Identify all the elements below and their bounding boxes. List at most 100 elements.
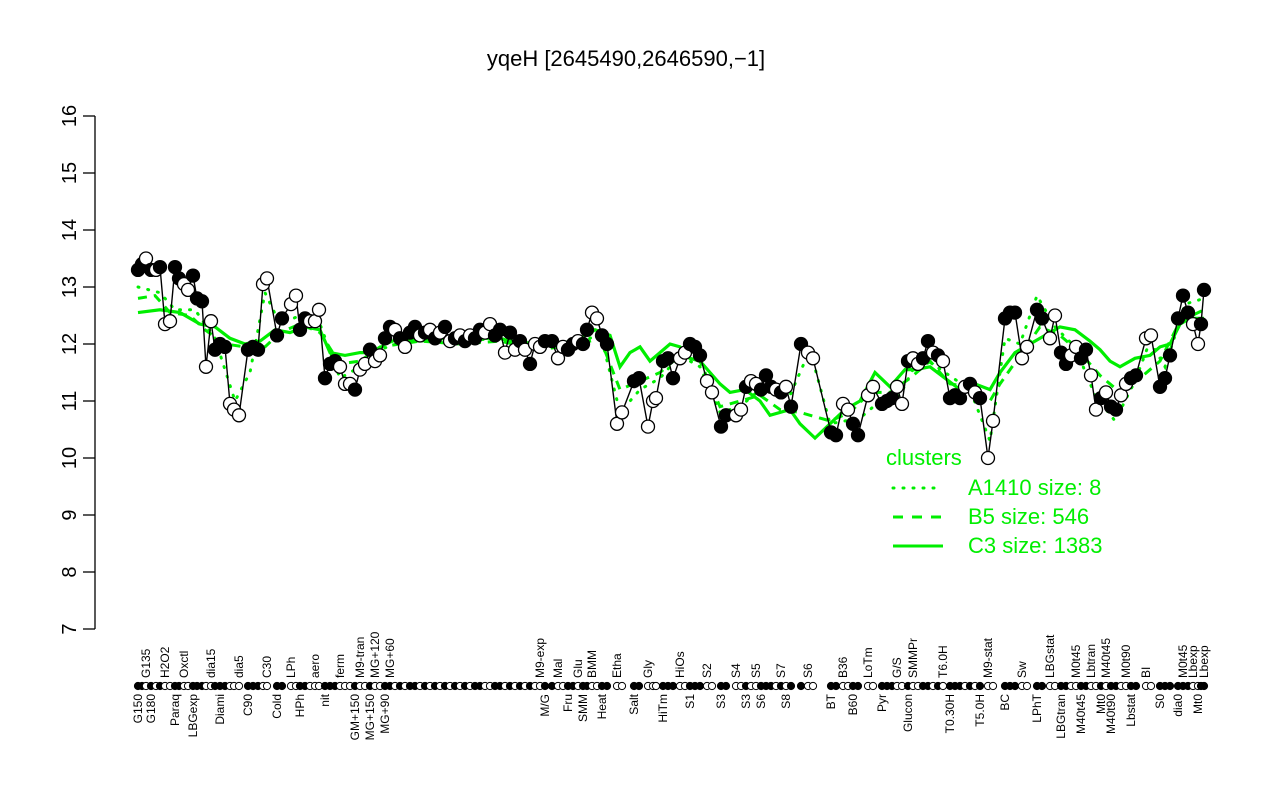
x-marker	[938, 681, 948, 691]
data-point	[589, 311, 605, 326]
x-marker	[1022, 681, 1032, 691]
x-tick-label: S8	[779, 694, 793, 709]
x-tick-label: aero	[308, 654, 322, 678]
data-point	[935, 353, 951, 369]
data-point	[1042, 331, 1058, 346]
data-point	[180, 282, 196, 298]
data-point	[194, 294, 210, 309]
y-tick-label: 15	[59, 162, 81, 184]
data-point	[311, 302, 327, 317]
x-tick-label: C90	[241, 694, 255, 716]
x-marker	[853, 681, 863, 691]
x-tick-label: Pyr	[875, 694, 889, 712]
x-tick-label: Sw	[1015, 661, 1029, 678]
x-tick-label: dia15	[204, 648, 218, 678]
y-tick-label: 12	[59, 333, 81, 355]
x-tick-label: T0.30H	[943, 694, 957, 733]
x-tick-label: Lbexp	[1186, 645, 1200, 678]
data-point	[1098, 385, 1114, 400]
y-tick-label: 11	[59, 391, 81, 412]
x-tick-label: dia0	[1171, 694, 1185, 717]
data-point	[665, 371, 681, 386]
x-tick-label: SMMPr	[906, 638, 920, 678]
x-tick-label: LBGstat	[1043, 634, 1057, 678]
x-tick-label: Lbtran	[1084, 644, 1098, 678]
data-series	[130, 251, 1212, 466]
x-tick-label: LBGtran	[1054, 694, 1068, 739]
x-tick-label: S6	[801, 663, 815, 678]
y-tick-label: 16	[59, 105, 81, 127]
x-marker	[617, 681, 627, 691]
data-point	[648, 390, 664, 406]
x-axis-labels: G150 G135 G180 H2O2 Paraq Oxctl LBGexp dia15 Dia…	[131, 631, 1211, 740]
x-tick-label: MG+90	[378, 694, 392, 734]
data-point	[631, 371, 647, 386]
data-point	[1078, 342, 1094, 357]
x-tick-label: Diami	[213, 694, 227, 725]
x-marker	[651, 681, 661, 691]
x-tick-label: S5	[749, 663, 763, 678]
data-point	[640, 419, 656, 434]
data-point	[1175, 288, 1191, 303]
data-point	[217, 339, 233, 355]
x-marker	[277, 681, 287, 691]
data-point	[972, 390, 988, 406]
legend-entry: C3 size: 1383	[968, 533, 1103, 558]
data-point	[250, 342, 266, 357]
x-tick-label: Cold	[270, 694, 284, 719]
chart-title: yqeH [2645490,2646590,−1]	[487, 46, 765, 71]
x-tick-label: BC	[998, 694, 1012, 711]
data-point	[575, 336, 591, 352]
data-point	[269, 328, 285, 343]
x-marker	[975, 681, 985, 691]
x-tick-label: Gly	[641, 660, 655, 678]
data-point	[347, 382, 363, 397]
x-tick-label: S2	[700, 663, 714, 678]
x-marker	[695, 681, 705, 691]
x-tick-label: SMM	[576, 694, 590, 722]
data-point	[231, 408, 247, 423]
y-tick-label: 13	[59, 276, 81, 298]
data-point	[1196, 282, 1212, 298]
data-point	[783, 399, 799, 414]
cluster-lines	[136, 285, 1206, 447]
legend-entry: B5 size: 546	[968, 504, 1089, 529]
x-tick-label: BI	[1139, 667, 1153, 678]
x-tick-label: GM+150	[348, 694, 362, 741]
data-point	[704, 385, 720, 400]
data-point	[1143, 328, 1159, 343]
x-marker	[1010, 681, 1020, 691]
data-point	[894, 396, 910, 412]
data-point	[544, 333, 560, 349]
x-marker	[668, 681, 678, 691]
x-marker	[831, 681, 841, 691]
x-tick-label: G135	[139, 648, 153, 678]
data-point	[288, 288, 304, 303]
x-marker	[808, 681, 818, 691]
x-tick-label: B36	[836, 656, 850, 678]
y-tick-label: 10	[59, 447, 81, 469]
x-marker	[1165, 681, 1175, 691]
data-point	[1157, 371, 1173, 386]
data-point	[980, 450, 996, 466]
data-point	[599, 336, 615, 352]
x-marker	[868, 681, 878, 691]
data-point	[778, 379, 794, 394]
data-point	[579, 322, 595, 337]
x-tick-label: MG+120	[368, 631, 382, 678]
data-point	[614, 405, 630, 420]
x-tick-label: G150	[131, 694, 145, 724]
x-tick-label: Oxctl	[177, 651, 191, 678]
x-tick-label: LPh	[284, 657, 298, 678]
x-tick-label: BT	[824, 693, 838, 709]
data-point	[502, 325, 518, 340]
x-tick-label: Heat	[595, 693, 609, 719]
x-tick-label: dia5	[232, 655, 246, 678]
data-point	[1019, 339, 1035, 355]
x-tick-label: T5.0H	[973, 694, 987, 727]
data-point	[889, 379, 905, 394]
x-tick-label: M9-stat	[981, 637, 995, 678]
x-marker	[796, 681, 806, 691]
x-tick-label: LBGexp	[186, 694, 200, 738]
